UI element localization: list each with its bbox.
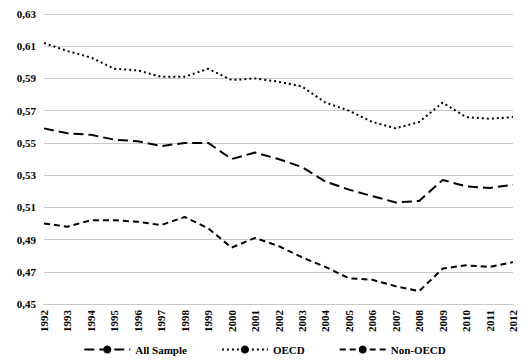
svg-text:0,53: 0,53 [17, 169, 37, 181]
svg-text:1999: 1999 [202, 310, 214, 333]
svg-text:0,49: 0,49 [17, 234, 37, 246]
svg-text:0,61: 0,61 [17, 40, 36, 52]
svg-text:OECD: OECD [273, 344, 305, 356]
svg-text:1998: 1998 [179, 310, 191, 333]
svg-text:0,57: 0,57 [17, 105, 37, 117]
svg-text:2005: 2005 [343, 310, 355, 333]
svg-text:2007: 2007 [390, 310, 402, 333]
svg-text:1995: 1995 [108, 310, 120, 333]
svg-text:2006: 2006 [366, 310, 378, 333]
svg-text:2011: 2011 [484, 310, 496, 331]
svg-text:1997: 1997 [155, 310, 167, 333]
svg-text:1996: 1996 [132, 310, 144, 333]
svg-text:0,59: 0,59 [17, 72, 37, 84]
svg-text:All Sample: All Sample [135, 344, 187, 356]
svg-text:0,55: 0,55 [17, 137, 37, 149]
svg-text:0,45: 0,45 [17, 298, 37, 310]
svg-text:0,51: 0,51 [17, 201, 36, 213]
svg-text:1993: 1993 [61, 310, 73, 333]
svg-text:2000: 2000 [226, 310, 238, 333]
svg-text:Non-OECD: Non-OECD [391, 344, 446, 356]
svg-text:2010: 2010 [460, 310, 472, 333]
svg-text:2009: 2009 [437, 310, 449, 333]
svg-text:2001: 2001 [249, 310, 261, 332]
svg-text:0,63: 0,63 [17, 8, 37, 20]
svg-text:2012: 2012 [507, 310, 519, 333]
svg-text:2004: 2004 [319, 310, 331, 333]
svg-text:2003: 2003 [296, 310, 308, 333]
svg-text:1992: 1992 [38, 310, 50, 333]
svg-text:2008: 2008 [413, 310, 425, 333]
svg-text:0,47: 0,47 [17, 266, 37, 278]
svg-text:1994: 1994 [85, 310, 97, 333]
svg-text:2002: 2002 [273, 310, 285, 333]
